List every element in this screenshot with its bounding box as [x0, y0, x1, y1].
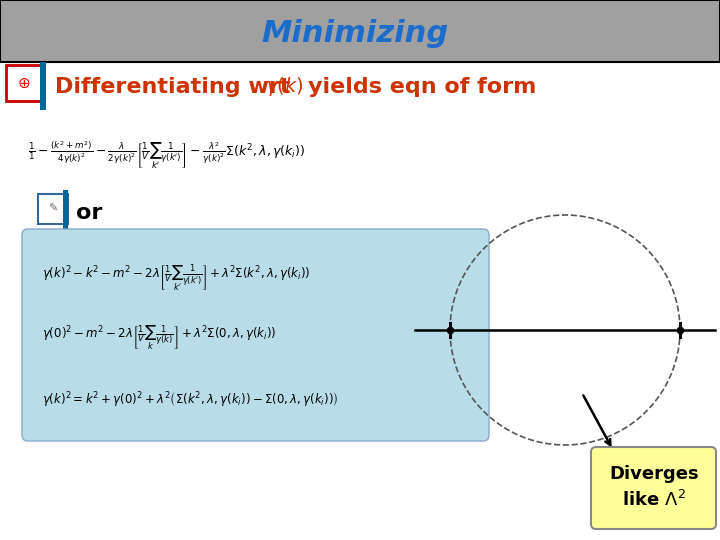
Text: ✎: ✎ [48, 204, 58, 214]
Text: $\gamma(k)^2 - k^2 - m^2 - 2\lambda\left[\frac{1}{V}\sum_{k'}\frac{1}{\gamma(k'): $\gamma(k)^2 - k^2 - m^2 - 2\lambda\left… [42, 264, 310, 293]
Text: $\gamma(k)$: $\gamma(k)$ [265, 76, 303, 98]
Text: or: or [76, 203, 102, 223]
Text: $\gamma(k)^2 = k^2 + \gamma(0)^2 + \lambda^2\left(\Sigma(k^2,\lambda,\gamma(k_i): $\gamma(k)^2 = k^2 + \gamma(0)^2 + \lamb… [42, 390, 338, 410]
Text: Diverges: Diverges [609, 465, 699, 483]
Text: Minimizing: Minimizing [261, 18, 449, 48]
FancyBboxPatch shape [38, 194, 68, 224]
FancyBboxPatch shape [22, 229, 489, 441]
Text: $\gamma(0)^2 - m^2 - 2\lambda\left[\frac{1}{V}\sum_{k}\frac{1}{\gamma(k)}\right]: $\gamma(0)^2 - m^2 - 2\lambda\left[\frac… [42, 323, 276, 353]
Bar [0, 0, 720, 62]
Text: Differentiating wrt: Differentiating wrt [55, 77, 290, 97]
FancyBboxPatch shape [6, 65, 42, 101]
Text: like $\Lambda^2$: like $\Lambda^2$ [622, 490, 686, 510]
Bar [0, 0, 720, 62]
Text: yields eqn of form: yields eqn of form [308, 77, 536, 97]
Text: $\frac{1}{1} - \frac{(k^2+m^2)}{4\gamma(k)^2} - \frac{\lambda}{2\gamma(k)^2}\lef: $\frac{1}{1} - \frac{(k^2+m^2)}{4\gamma(… [28, 139, 305, 171]
Bar [63, 190, 68, 232]
Text: ⊕: ⊕ [17, 76, 30, 91]
Bar [40, 62, 46, 110]
FancyBboxPatch shape [591, 447, 716, 529]
